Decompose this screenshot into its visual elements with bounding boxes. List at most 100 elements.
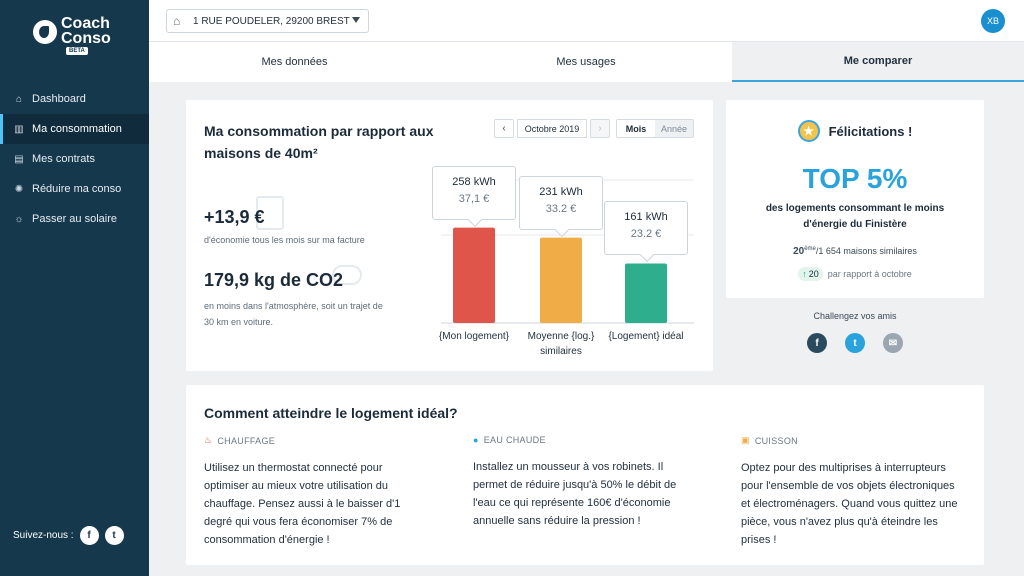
- logo-line1: Coach: [61, 15, 110, 32]
- app-logo[interactable]: Coach Conso BETA: [33, 16, 123, 58]
- tip-hot-water: ● EAU CHAUDE Installez un mousseur à vos …: [473, 435, 698, 530]
- leaf-icon: [33, 20, 57, 44]
- tip-text: Utilisez un thermostat connecté pour opt…: [204, 462, 401, 546]
- bar[interactable]: [453, 227, 495, 323]
- congrats-text: Félicitations !: [828, 123, 913, 139]
- invoice-icon: [256, 196, 284, 230]
- ranking-card: ★ Félicitations ! TOP 5% des logements c…: [726, 100, 984, 298]
- twitter-icon[interactable]: t: [104, 526, 124, 545]
- rank-total: /1 654 maisons similaires: [815, 246, 917, 256]
- savings-value: +13,9 €: [204, 207, 265, 227]
- congrats-heading: ★ Félicitations !: [726, 120, 984, 142]
- tip-category: CUISSON: [754, 435, 798, 446]
- top-description: des logements consommant le moins d'éner…: [765, 203, 945, 230]
- bar-category-label: Moyenne {log.} similaires: [527, 331, 595, 357]
- top-percent: TOP 5%: [802, 163, 908, 194]
- bar-value-bubble: 258 kWh 37,1 €: [432, 165, 516, 220]
- toggle-year[interactable]: Année: [660, 123, 688, 134]
- sidebar-item-mes-contrats[interactable]: ▤ Mes contrats: [0, 144, 149, 174]
- tip-category: EAU CHAUDE: [483, 435, 546, 445]
- sidebar-item-dashboard[interactable]: ⌂ Dashboard: [0, 84, 149, 114]
- cloud-icon: [332, 265, 362, 285]
- bar-cost-label: 33.2 €: [545, 202, 577, 215]
- tip-category: CHAUFFAGE: [217, 435, 276, 446]
- sidebar-nav: ⌂ Dashboard ▥ Ma consommation ▤ Mes cont…: [0, 84, 149, 234]
- delta-value: 20: [808, 269, 819, 279]
- delta-description: par rapport à octobre: [827, 269, 912, 279]
- sidebar-item-label: Réduire ma conso: [32, 183, 122, 195]
- toggle-month[interactable]: Mois: [617, 120, 655, 137]
- home-icon: ⌂: [173, 14, 181, 28]
- stove-icon: ▣: [741, 435, 750, 445]
- sidebar-item-reduire-ma-conso[interactable]: ✺ Réduire ma conso: [0, 174, 149, 204]
- tab-bar: Mes données Mes usages Me comparer: [149, 42, 1024, 82]
- granularity-toggle: Mois Année: [616, 119, 694, 138]
- bar-value-bubble: 161 kWh 23.2 €: [604, 201, 688, 256]
- bar-value-label: 258 kWh: [452, 175, 496, 188]
- tip-text: Installez un mousseur à vos robinets. Il…: [473, 461, 677, 527]
- comparison-card: Ma consommation par rapport aux maisons …: [186, 100, 713, 371]
- sun-icon: ☼: [14, 213, 24, 225]
- challenge-label: Challengez vos amis: [813, 311, 897, 321]
- sidebar-item-label: Passer au solaire: [32, 213, 117, 225]
- avatar[interactable]: XB: [981, 9, 1005, 33]
- sidebar-item-passer-au-solaire[interactable]: ☼ Passer au solaire: [0, 204, 149, 234]
- share-twitter-button[interactable]: t: [845, 333, 865, 353]
- bar-cost-label: 23.2 €: [630, 228, 662, 241]
- bar[interactable]: [625, 263, 667, 323]
- previous-period-button[interactable]: ‹: [494, 119, 514, 138]
- share-facebook-button[interactable]: f: [807, 333, 827, 353]
- tab-mes-donnees[interactable]: Mes données: [261, 56, 328, 68]
- tips-title: Comment atteindre le logement idéal?: [204, 405, 458, 421]
- tip-cooking: ▣ CUISSON Optez pour des multiprises à in…: [741, 435, 966, 549]
- share-buttons: f t ✉: [807, 333, 921, 353]
- bar[interactable]: [540, 237, 582, 323]
- consumption-bar-chart: 258 kWh 37,1 € {Mon logement} 231 kWh 33.2 €…: [432, 145, 706, 365]
- tips-card: Comment atteindre le logement idéal? ♨ CH…: [186, 385, 984, 565]
- sidebar: Coach Conso BETA ⌂ Dashboard ▥ Ma consom…: [0, 0, 149, 576]
- period-label: Octobre 2019: [517, 119, 587, 138]
- tab-me-comparer[interactable]: Me comparer: [732, 42, 1024, 82]
- delta-badge: ↑ 20: [798, 267, 823, 281]
- share-email-button[interactable]: ✉: [883, 333, 903, 353]
- sidebar-item-label: Ma consommation: [32, 123, 122, 135]
- sidebar-item-ma-consommation[interactable]: ▥ Ma consommation: [0, 114, 149, 144]
- rank-line: 20ème/1 654 maisons similaires: [726, 246, 984, 257]
- bulb-icon: ✺: [14, 183, 24, 195]
- home-icon: ⌂: [15, 93, 23, 105]
- water-drop-icon: ●: [473, 435, 479, 445]
- co2-value: 179,9 kg de CO2: [204, 270, 344, 290]
- tip-text: Optez pour des multiprises à interrupteu…: [741, 462, 958, 546]
- tab-mes-usages[interactable]: Mes usages: [556, 56, 616, 68]
- logo-line2: Conso: [61, 30, 111, 47]
- sidebar-item-label: Mes contrats: [32, 153, 95, 165]
- address-value: 1 RUE POUDELER, 29200 BREST: [193, 15, 350, 27]
- rank-suffix: ème: [804, 246, 816, 252]
- savings-description: d'économie tous les mois sur ma facture: [204, 235, 365, 245]
- tip-heating: ♨ CHAUFFAGE Utilisez un thermostat connec…: [204, 435, 429, 549]
- bar-category-label: {Logement} idéal: [608, 331, 684, 342]
- follow-label: Suivez-nous :: [13, 530, 74, 541]
- bar-category-label: {Mon logement}: [438, 331, 510, 342]
- bar-value-label: 231 kWh: [539, 185, 583, 198]
- arrow-up-icon: ↑: [802, 269, 807, 279]
- follow-us: Suivez-nous : f t: [13, 526, 124, 545]
- sidebar-item-label: Dashboard: [32, 93, 86, 105]
- flame-icon: ♨: [204, 435, 213, 445]
- chart-svg: [441, 179, 694, 324]
- bar-cost-label: 37,1 €: [458, 192, 490, 205]
- co2-description: en moins dans l'atmosphère, soit un traj…: [204, 301, 383, 327]
- bar-value-label: 161 kWh: [624, 211, 668, 224]
- bar-value-bubble: 231 kWh 33.2 €: [519, 175, 603, 230]
- address-select[interactable]: ⌂ 1 RUE POUDELER, 29200 BREST: [166, 9, 369, 33]
- beta-badge: BETA: [66, 47, 88, 55]
- document-icon: ▤: [14, 153, 24, 165]
- bar-chart-icon: ▥: [14, 123, 24, 135]
- comparison-title: Ma consommation par rapport aux maisons …: [204, 123, 434, 161]
- top-bar: ⌂ 1 RUE POUDELER, 29200 BREST XB: [149, 0, 1024, 42]
- star-medal-icon: ★: [797, 120, 820, 142]
- facebook-icon[interactable]: f: [79, 526, 99, 545]
- next-period-button[interactable]: ›: [590, 119, 610, 138]
- rank-value: 20: [793, 246, 805, 257]
- rank-delta: ↑ 20 par rapport à octobre: [726, 267, 984, 281]
